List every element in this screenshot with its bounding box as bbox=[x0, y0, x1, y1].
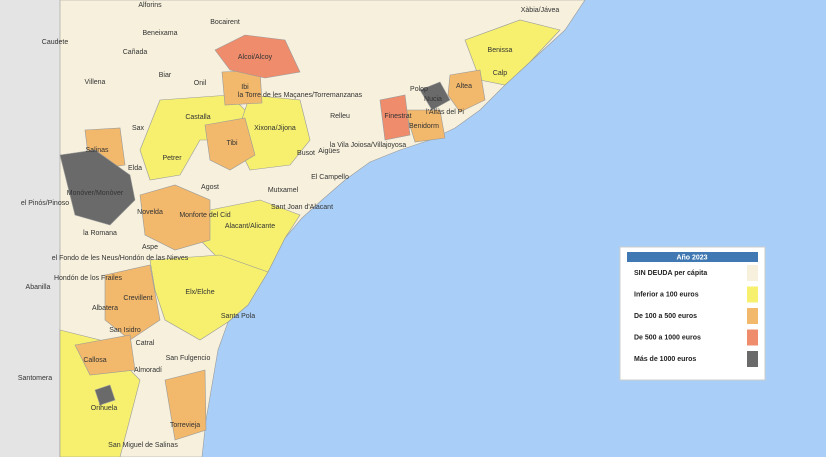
place-label: Alcoi/Alcoy bbox=[238, 54, 273, 61]
orange-area bbox=[164, 369, 207, 441]
place-label: Callosa bbox=[83, 357, 106, 364]
orange-area bbox=[74, 334, 136, 376]
orange-area bbox=[404, 109, 446, 143]
place-label: Catral bbox=[136, 340, 155, 347]
place-label: Elx/Elche bbox=[185, 289, 214, 296]
place-label: Agost bbox=[201, 184, 219, 191]
place-label: Xàbia/Jávea bbox=[521, 7, 560, 14]
legend: Año 2023 SIN DEUDA per cápita Inferior a … bbox=[619, 246, 766, 381]
place-label: Benissa bbox=[488, 47, 513, 54]
place-label: Petrer bbox=[162, 155, 182, 162]
place-label: Caudete bbox=[42, 39, 69, 46]
place-label: Orihuela bbox=[91, 405, 118, 412]
place-label: Aigües bbox=[318, 148, 340, 155]
legend-header bbox=[627, 252, 758, 262]
place-label: la Torre de les Maçanes/Torremanzanas bbox=[238, 92, 363, 99]
place-label: Ibi bbox=[241, 84, 249, 91]
place-label: Bocairent bbox=[210, 19, 240, 26]
place-label: El Campello bbox=[311, 174, 349, 181]
municipalities bbox=[59, 19, 561, 457]
legend-label: Inferior a 100 euros bbox=[634, 291, 699, 298]
place-label: Sax bbox=[132, 125, 145, 132]
place-label: Albatera bbox=[92, 305, 118, 312]
dark-area bbox=[59, 149, 136, 226]
place-label: Castalla bbox=[185, 114, 210, 121]
place-label: Abanilla bbox=[26, 284, 51, 291]
place-label: Torrevieja bbox=[170, 422, 200, 429]
place-label: San Miguel de Salinas bbox=[108, 442, 178, 449]
orange-area bbox=[139, 184, 211, 251]
legend-swatch bbox=[747, 351, 758, 367]
place-label: Crevillent bbox=[123, 295, 152, 302]
place-label: Busot bbox=[297, 150, 315, 157]
legend-label: De 500 a 1000 euros bbox=[634, 334, 701, 341]
place-label: Santomera bbox=[18, 375, 52, 382]
place-label: Biar bbox=[159, 72, 172, 79]
place-label: Sant Joan d'Alacant bbox=[271, 204, 333, 211]
place-label: Hondón de los Frailes bbox=[54, 275, 123, 282]
place-label: Aspe bbox=[142, 244, 158, 251]
salmon-area bbox=[379, 94, 411, 141]
orange-area bbox=[447, 69, 486, 113]
place-label: Alacant/Alicante bbox=[225, 223, 275, 230]
salmon-area bbox=[214, 34, 301, 79]
place-label: la Romana bbox=[83, 230, 117, 237]
legend-label: Más de 1000 euros bbox=[634, 356, 696, 363]
place-label: Beneixama bbox=[142, 30, 177, 37]
place-label: Benidorm bbox=[409, 123, 439, 130]
place-label: Tibi bbox=[226, 140, 237, 147]
place-label: Santa Pola bbox=[221, 313, 255, 320]
place-label: Finestrat bbox=[384, 113, 411, 120]
place-label: Almoradí bbox=[134, 367, 162, 374]
legend-swatch bbox=[747, 286, 758, 303]
legend-swatch bbox=[747, 308, 758, 324]
orange-area bbox=[204, 117, 256, 171]
dark-area bbox=[419, 81, 451, 111]
place-label: Onil bbox=[194, 80, 207, 87]
place-label: Calp bbox=[493, 70, 508, 77]
place-labels: Alforins Bocairent Caudete Beneixama Cañada B… bbox=[18, 2, 559, 449]
place-label: Relleu bbox=[330, 113, 350, 120]
place-label: l'Alfàs del Pi bbox=[426, 109, 464, 116]
place-label: Alforins bbox=[138, 2, 162, 9]
place-label: Xixona/Jijona bbox=[254, 125, 296, 132]
legend-label: SIN DEUDA per cápita bbox=[634, 270, 707, 277]
legend-swatch bbox=[747, 329, 758, 346]
legend-label: De 100 a 500 euros bbox=[634, 313, 697, 320]
place-label: Elda bbox=[128, 165, 142, 172]
place-label: Monóver/Monòver bbox=[67, 190, 124, 197]
place-label: Novelda bbox=[137, 209, 163, 216]
place-label: Altea bbox=[456, 83, 472, 90]
legend-box bbox=[619, 246, 766, 381]
place-label: Polop bbox=[410, 86, 428, 93]
dark-area bbox=[94, 384, 116, 406]
legend-title: Año 2023 bbox=[676, 254, 707, 261]
place-label: San Fulgencio bbox=[166, 355, 211, 362]
place-label: San Isidro bbox=[109, 327, 141, 334]
place-label: la Vila Joiosa/Villajoyosa bbox=[330, 142, 407, 149]
place-label: el Fondo de les Neus/Hondón de las Nieve… bbox=[52, 255, 189, 262]
legend-swatch bbox=[747, 265, 758, 281]
place-label: Nucia bbox=[424, 96, 442, 103]
yellow-area bbox=[199, 199, 301, 273]
orange-area bbox=[104, 264, 161, 341]
place-label: Salinas bbox=[86, 147, 109, 154]
place-label: Mutxamel bbox=[268, 187, 299, 194]
place-label: el Pinós/Pinoso bbox=[21, 200, 69, 207]
place-label: Villena bbox=[85, 79, 106, 86]
place-label: Monforte del Cid bbox=[179, 212, 230, 219]
yellow-area bbox=[149, 254, 269, 341]
outer-land bbox=[0, 0, 60, 457]
place-label: Cañada bbox=[123, 49, 148, 56]
